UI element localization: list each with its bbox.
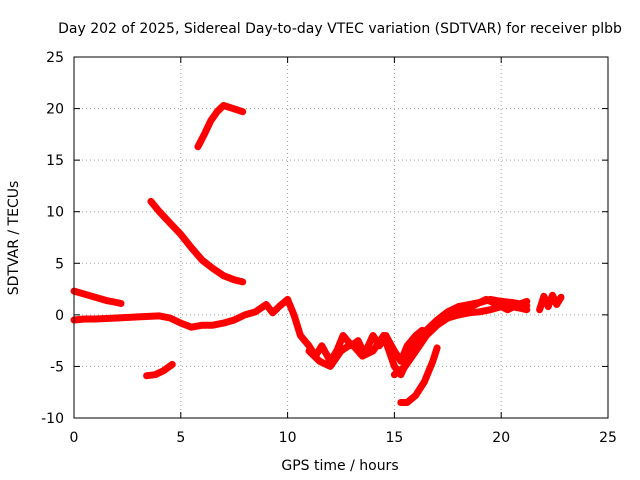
series-arc-7 [397,344,441,406]
series-arc-1 [70,287,125,307]
x-tick-label: 10 [279,430,297,446]
y-tick-label: 5 [55,256,64,272]
series-arc-3 [194,102,247,151]
axis-ticks: 0 5 10 15 20 25 -10 -5 0 5 10 15 20 25 [41,50,617,446]
y-tick-label: -10 [41,411,64,427]
series-arc-4 [143,360,176,380]
x-tick-label: 15 [385,430,403,446]
y-tick-label: -5 [50,359,64,375]
y-tick-label: 15 [46,153,64,169]
x-axis-label: GPS time / hours [281,458,398,474]
y-axis-label: SDTVAR / TECUs [6,181,22,296]
series-arc-11 [536,291,565,314]
series-arc-10 [408,295,531,350]
y-tick-label: 25 [46,50,64,66]
y-tick-label: 10 [46,205,64,221]
x-tick-label: 0 [70,430,79,446]
y-tick-label: 0 [55,308,64,324]
series-arc-2 [147,197,247,286]
x-tick-label: 25 [599,430,617,446]
x-tick-label: 5 [176,430,185,446]
grid-layer [74,57,608,418]
plot-frame [73,56,609,419]
chart-title: Day 202 of 2025, Sidereal Day-to-day VTE… [58,21,622,37]
y-tick-label: 20 [46,102,64,118]
data-traces [70,102,565,406]
x-tick-label: 20 [492,430,510,446]
